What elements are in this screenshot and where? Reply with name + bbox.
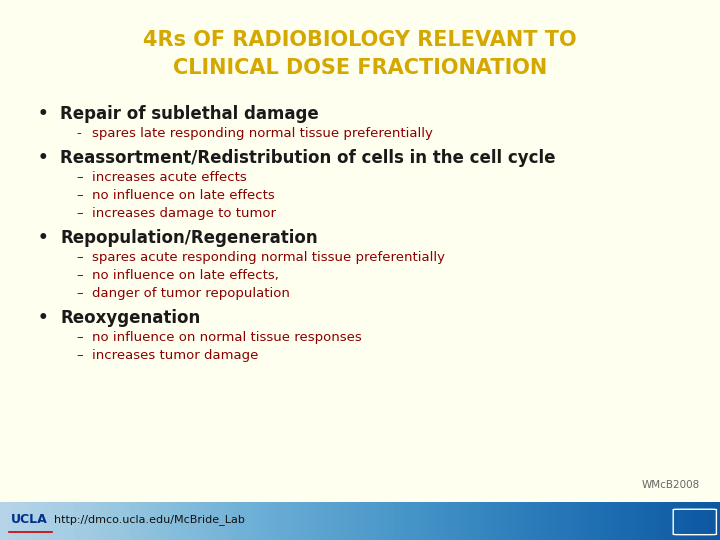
- Text: –: –: [76, 251, 83, 264]
- Text: –: –: [76, 331, 83, 344]
- Text: -: -: [76, 127, 81, 140]
- Text: Repair of sublethal damage: Repair of sublethal damage: [60, 105, 319, 123]
- Text: http://dmco.ucla.edu/McBride_Lab: http://dmco.ucla.edu/McBride_Lab: [54, 514, 245, 524]
- Text: –: –: [76, 269, 83, 282]
- Text: WMcB2008: WMcB2008: [642, 480, 700, 490]
- Text: –: –: [76, 189, 83, 202]
- Text: no influence on late effects,: no influence on late effects,: [92, 269, 279, 282]
- Text: no influence on late effects: no influence on late effects: [92, 189, 275, 202]
- Text: –: –: [76, 287, 83, 300]
- Text: •: •: [38, 149, 49, 167]
- Text: Reoxygenation: Reoxygenation: [60, 309, 200, 327]
- Text: spares acute responding normal tissue preferentially: spares acute responding normal tissue pr…: [92, 251, 445, 264]
- Text: –: –: [76, 171, 83, 184]
- Text: danger of tumor repopulation: danger of tumor repopulation: [92, 287, 290, 300]
- Text: UCLA: UCLA: [11, 512, 48, 525]
- Text: 4Rs OF RADIOBIOLOGY RELEVANT TO: 4Rs OF RADIOBIOLOGY RELEVANT TO: [143, 30, 577, 50]
- Text: Reassortment/Redistribution of cells in the cell cycle: Reassortment/Redistribution of cells in …: [60, 149, 556, 167]
- Text: Repopulation/Regeneration: Repopulation/Regeneration: [60, 229, 318, 247]
- Text: –: –: [76, 207, 83, 220]
- Text: •: •: [38, 105, 49, 123]
- Text: –: –: [76, 349, 83, 362]
- Text: spares late responding normal tissue preferentially: spares late responding normal tissue pre…: [92, 127, 433, 140]
- Text: increases damage to tumor: increases damage to tumor: [92, 207, 276, 220]
- Text: •: •: [38, 229, 49, 247]
- Text: CLINICAL DOSE FRACTIONATION: CLINICAL DOSE FRACTIONATION: [173, 58, 547, 78]
- Text: no influence on normal tissue responses: no influence on normal tissue responses: [92, 331, 361, 344]
- Text: increases acute effects: increases acute effects: [92, 171, 247, 184]
- Text: increases tumor damage: increases tumor damage: [92, 349, 258, 362]
- Text: •: •: [38, 309, 49, 327]
